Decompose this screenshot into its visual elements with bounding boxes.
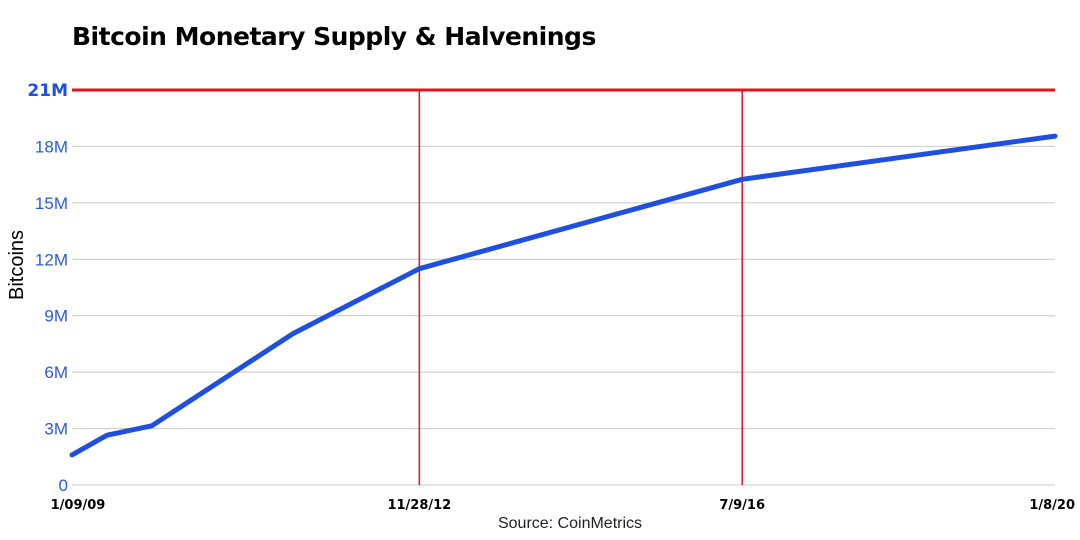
halving-lines	[418, 90, 743, 485]
x-axis-ticks: 1/09/09 11/28/12 7/9/16 1/8/20	[51, 498, 1075, 513]
y-tick-label: 0	[59, 476, 68, 495]
x-tick-label: 7/9/16	[719, 498, 765, 513]
x-tick-label: 11/28/12	[387, 498, 451, 513]
y-tick-label: 6M	[44, 363, 68, 382]
y-axis-label: Bitcoins	[6, 230, 28, 300]
x-tick-label: 1/09/09	[51, 498, 106, 513]
y-tick-label: 12M	[35, 250, 68, 269]
y-tick-label: 9M	[44, 307, 68, 326]
supply-series-line	[69, 133, 1058, 458]
y-tick-label-cap: 21M	[27, 81, 68, 101]
y-tick-label: 15M	[35, 194, 68, 213]
source-note: Source: CoinMetrics	[498, 515, 642, 532]
y-axis-ticks: 0 3M 6M 9M 12M 15M 18M 21M	[27, 81, 68, 495]
grid-lines	[72, 145, 1055, 486]
y-tick-label: 3M	[44, 420, 68, 439]
y-tick-label: 18M	[35, 137, 68, 156]
x-tick-label: 1/8/20	[1029, 498, 1075, 513]
chart-title: Bitcoin Monetary Supply & Halvenings	[72, 22, 596, 51]
